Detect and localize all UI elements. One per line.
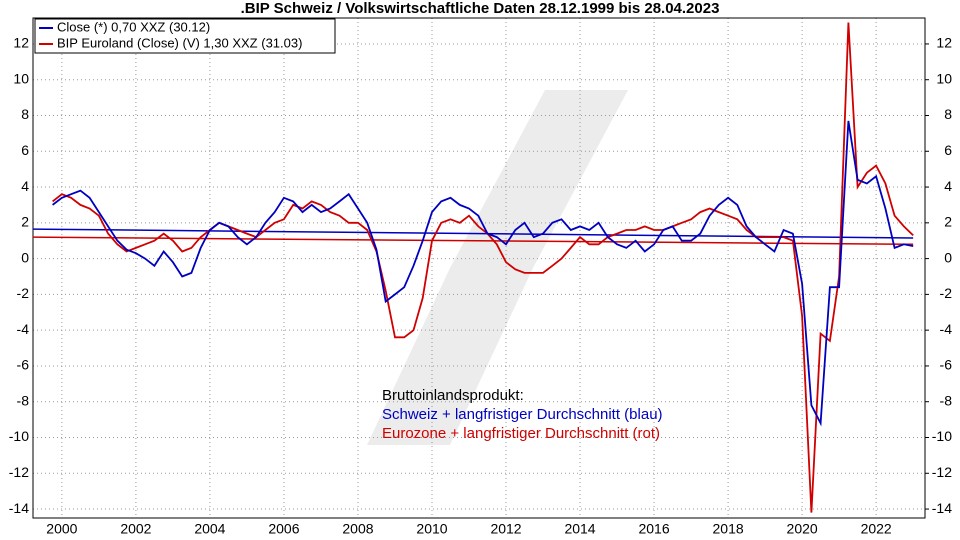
- y-tick-label: -12: [9, 464, 29, 480]
- watermark: [367, 90, 628, 445]
- y-tick-label: 10: [13, 70, 29, 86]
- chart-title: .BIP Schweiz / Volkswirtschaftliche Date…: [241, 0, 720, 17]
- y-tick-label: 8: [21, 106, 29, 122]
- x-tick-label: 2020: [787, 521, 818, 537]
- series-line: [52, 120, 914, 427]
- y-tick-label: 6: [21, 142, 29, 158]
- y-tick-label: 0: [21, 249, 29, 265]
- x-tick-label: 2016: [638, 521, 669, 537]
- y2-tick-label: 8: [944, 106, 952, 122]
- y-tick-label: -2: [17, 285, 30, 301]
- x-tick-label: 2014: [564, 521, 595, 537]
- annotation: Eurozone + langfristiger Durchschnitt (r…: [382, 425, 660, 442]
- y-tick-label: 12: [13, 35, 29, 51]
- x-tick-label: 2006: [268, 521, 299, 537]
- legend-label: BIP Euroland (Close) (V) 1,30 XXZ (31.03…: [57, 35, 302, 50]
- y-tick-label: -8: [17, 392, 30, 408]
- y2-tick-label: -10: [932, 428, 952, 444]
- x-tick-label: 2004: [194, 521, 225, 537]
- y2-tick-label: 6: [944, 142, 952, 158]
- y2-tick-label: 12: [936, 35, 952, 51]
- legend-box: [34, 18, 336, 54]
- x-tick-label: 2002: [120, 521, 151, 537]
- y2-tick-label: 2: [944, 214, 952, 230]
- y-tick-label: -4: [17, 321, 30, 337]
- legend-label: Close (*) 0,70 XXZ (30.12): [57, 19, 210, 34]
- x-tick-label: 2008: [342, 521, 373, 537]
- y2-tick-label: -4: [940, 321, 953, 337]
- x-tick-label: 2022: [861, 521, 892, 537]
- y2-tick-label: 4: [944, 178, 952, 194]
- series-line: [52, 22, 914, 513]
- y2-tick-label: -8: [940, 392, 953, 408]
- y-tick-label: 2: [21, 214, 29, 230]
- y2-tick-label: -14: [932, 500, 952, 516]
- annotation: Bruttoinlandsprodukt:: [382, 387, 524, 404]
- x-tick-label: 2000: [46, 521, 77, 537]
- y-tick-label: -6: [17, 357, 30, 373]
- trend-line: [32, 236, 914, 246]
- y2-tick-label: -2: [940, 285, 953, 301]
- y-tick-label: -10: [9, 428, 29, 444]
- y-tick-label: -14: [9, 500, 29, 516]
- plot-border: [32, 17, 926, 519]
- y-tick-label: 4: [21, 178, 29, 194]
- y2-tick-label: -6: [940, 357, 953, 373]
- y2-tick-label: 0: [944, 249, 952, 265]
- y2-tick-label: -12: [932, 464, 952, 480]
- x-tick-label: 2018: [713, 521, 744, 537]
- y2-tick-label: 10: [936, 70, 952, 86]
- x-tick-label: 2012: [490, 521, 521, 537]
- annotation: Schweiz + langfristiger Durchschnitt (bl…: [382, 406, 663, 423]
- x-tick-label: 2010: [416, 521, 447, 537]
